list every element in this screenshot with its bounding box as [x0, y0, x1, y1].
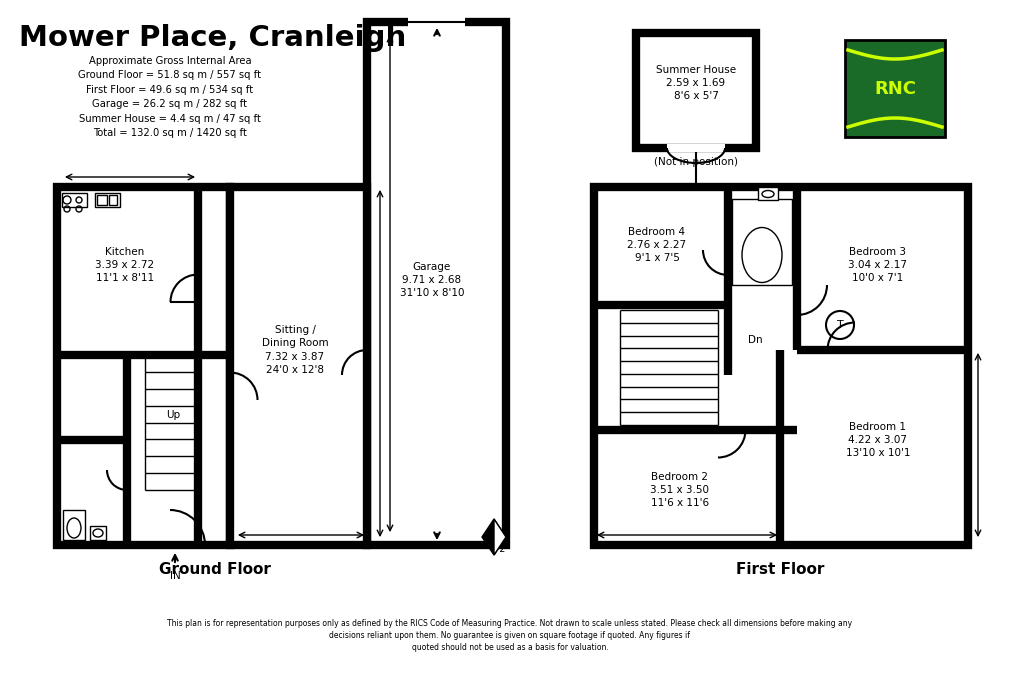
Text: This plan is for representation purposes only as defined by the RICS Code of Mea: This plan is for representation purposes…	[167, 619, 852, 652]
Bar	[63, 510, 85, 540]
Bar	[57, 187, 229, 545]
Text: (Not in position): (Not in position)	[653, 157, 738, 167]
Bar	[757, 187, 777, 200]
Text: Sitting /
Dining Room
7.32 x 3.87
24'0 x 12'8: Sitting / Dining Room 7.32 x 3.87 24'0 x…	[262, 325, 328, 375]
Bar	[408, 17, 465, 27]
Text: Mower Place, Cranleigh: Mower Place, Cranleigh	[19, 24, 407, 52]
Text: Garage
9.71 x 2.68
31'10 x 8'10: Garage 9.71 x 2.68 31'10 x 8'10	[399, 262, 464, 299]
Text: Up: Up	[166, 410, 180, 420]
Polygon shape	[493, 519, 505, 555]
Bar	[62, 193, 87, 207]
Bar	[593, 187, 967, 545]
Text: T: T	[836, 320, 843, 330]
Bar	[636, 33, 755, 148]
Bar	[90, 526, 106, 540]
Polygon shape	[482, 519, 505, 555]
Bar	[367, 22, 505, 545]
Bar	[732, 199, 791, 285]
Text: Bedroom 3
3.04 x 2.17
10'0 x 7'1: Bedroom 3 3.04 x 2.17 10'0 x 7'1	[848, 247, 907, 283]
Text: Ground Floor: Ground Floor	[159, 562, 271, 577]
Text: Bedroom 4
2.76 x 2.27
9'1 x 7'5: Bedroom 4 2.76 x 2.27 9'1 x 7'5	[627, 227, 686, 263]
Text: IN: IN	[169, 571, 180, 581]
Bar	[229, 187, 367, 545]
Text: z: z	[499, 544, 504, 554]
Text: RNC: RNC	[873, 80, 915, 98]
Text: Kitchen
3.39 x 2.72
11'1 x 8'11: Kitchen 3.39 x 2.72 11'1 x 8'11	[96, 247, 155, 283]
Text: Bedroom 1
4.22 x 3.07
13'10 x 10'1: Bedroom 1 4.22 x 3.07 13'10 x 10'1	[845, 422, 909, 458]
Text: Approximate Gross Internal Area
Ground Floor = 51.8 sq m / 557 sq ft
First Floor: Approximate Gross Internal Area Ground F…	[78, 56, 261, 138]
Text: Dn: Dn	[747, 335, 761, 345]
Bar	[97, 195, 107, 205]
Text: Summer House
2.59 x 1.69
8'6 x 5'7: Summer House 2.59 x 1.69 8'6 x 5'7	[655, 65, 736, 101]
Bar	[95, 193, 120, 207]
Text: Bedroom 2
3.51 x 3.50
11'6 x 11'6: Bedroom 2 3.51 x 3.50 11'6 x 11'6	[650, 472, 709, 508]
Bar	[666, 144, 725, 152]
Bar	[844, 40, 944, 137]
Text: First Floor: First Floor	[735, 562, 823, 577]
Bar	[109, 195, 117, 205]
